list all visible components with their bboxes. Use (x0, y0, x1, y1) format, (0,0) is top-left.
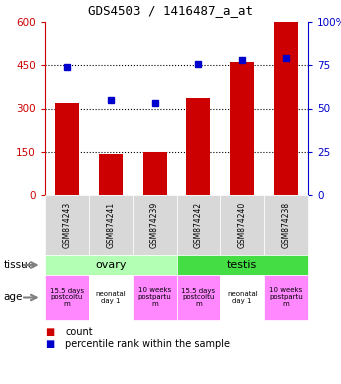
Text: 15.5 days
postcoitu
m: 15.5 days postcoitu m (50, 288, 84, 308)
Text: GSM874241: GSM874241 (106, 202, 115, 248)
Text: neonatal
day 1: neonatal day 1 (95, 291, 126, 304)
Text: ■: ■ (45, 327, 54, 337)
Text: 15.5 days
postcoitu
m: 15.5 days postcoitu m (181, 288, 216, 308)
Bar (230, 62, 254, 195)
Text: testis: testis (227, 260, 257, 270)
Bar (187, 98, 210, 195)
Text: ovary: ovary (95, 260, 127, 270)
Text: GDS4503 / 1416487_a_at: GDS4503 / 1416487_a_at (88, 4, 253, 17)
Text: 10 weeks
postpartu
m: 10 weeks postpartu m (269, 288, 303, 308)
Text: GSM874240: GSM874240 (238, 202, 247, 248)
Text: GSM874239: GSM874239 (150, 202, 159, 248)
Text: GSM874238: GSM874238 (282, 202, 291, 248)
Text: ■: ■ (45, 339, 54, 349)
Bar (55, 103, 79, 195)
Text: neonatal
day 1: neonatal day 1 (227, 291, 257, 304)
Bar (274, 22, 298, 195)
Text: percentile rank within the sample: percentile rank within the sample (65, 339, 231, 349)
Text: 10 weeks
postpartu
m: 10 weeks postpartu m (138, 288, 172, 308)
Text: GSM874242: GSM874242 (194, 202, 203, 248)
Bar (99, 154, 123, 195)
Bar (143, 152, 167, 195)
Text: age: age (3, 293, 23, 303)
Text: tissue: tissue (3, 260, 34, 270)
Text: GSM874243: GSM874243 (62, 202, 71, 248)
Text: count: count (65, 327, 93, 337)
